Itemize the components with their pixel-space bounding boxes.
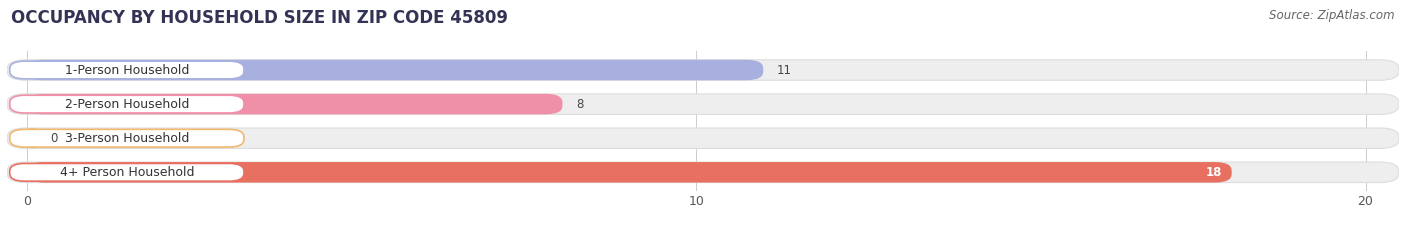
FancyBboxPatch shape bbox=[7, 128, 1399, 148]
Text: OCCUPANCY BY HOUSEHOLD SIZE IN ZIP CODE 45809: OCCUPANCY BY HOUSEHOLD SIZE IN ZIP CODE … bbox=[11, 9, 508, 27]
FancyBboxPatch shape bbox=[7, 94, 1399, 114]
FancyBboxPatch shape bbox=[27, 162, 1232, 182]
Text: 8: 8 bbox=[576, 98, 583, 111]
FancyBboxPatch shape bbox=[7, 162, 1399, 182]
FancyBboxPatch shape bbox=[10, 95, 243, 113]
Text: 4+ Person Household: 4+ Person Household bbox=[59, 166, 194, 179]
Text: 3-Person Household: 3-Person Household bbox=[65, 132, 188, 145]
FancyBboxPatch shape bbox=[7, 60, 1399, 80]
Text: Source: ZipAtlas.com: Source: ZipAtlas.com bbox=[1270, 9, 1395, 22]
Text: 2-Person Household: 2-Person Household bbox=[65, 98, 188, 111]
FancyBboxPatch shape bbox=[27, 60, 763, 80]
FancyBboxPatch shape bbox=[27, 94, 562, 114]
FancyBboxPatch shape bbox=[10, 163, 243, 181]
Text: 0: 0 bbox=[51, 132, 58, 145]
FancyBboxPatch shape bbox=[27, 128, 37, 148]
Text: 1-Person Household: 1-Person Household bbox=[65, 64, 188, 76]
Text: 18: 18 bbox=[1205, 166, 1222, 179]
FancyBboxPatch shape bbox=[10, 129, 243, 147]
Text: 11: 11 bbox=[776, 64, 792, 76]
FancyBboxPatch shape bbox=[10, 61, 243, 79]
